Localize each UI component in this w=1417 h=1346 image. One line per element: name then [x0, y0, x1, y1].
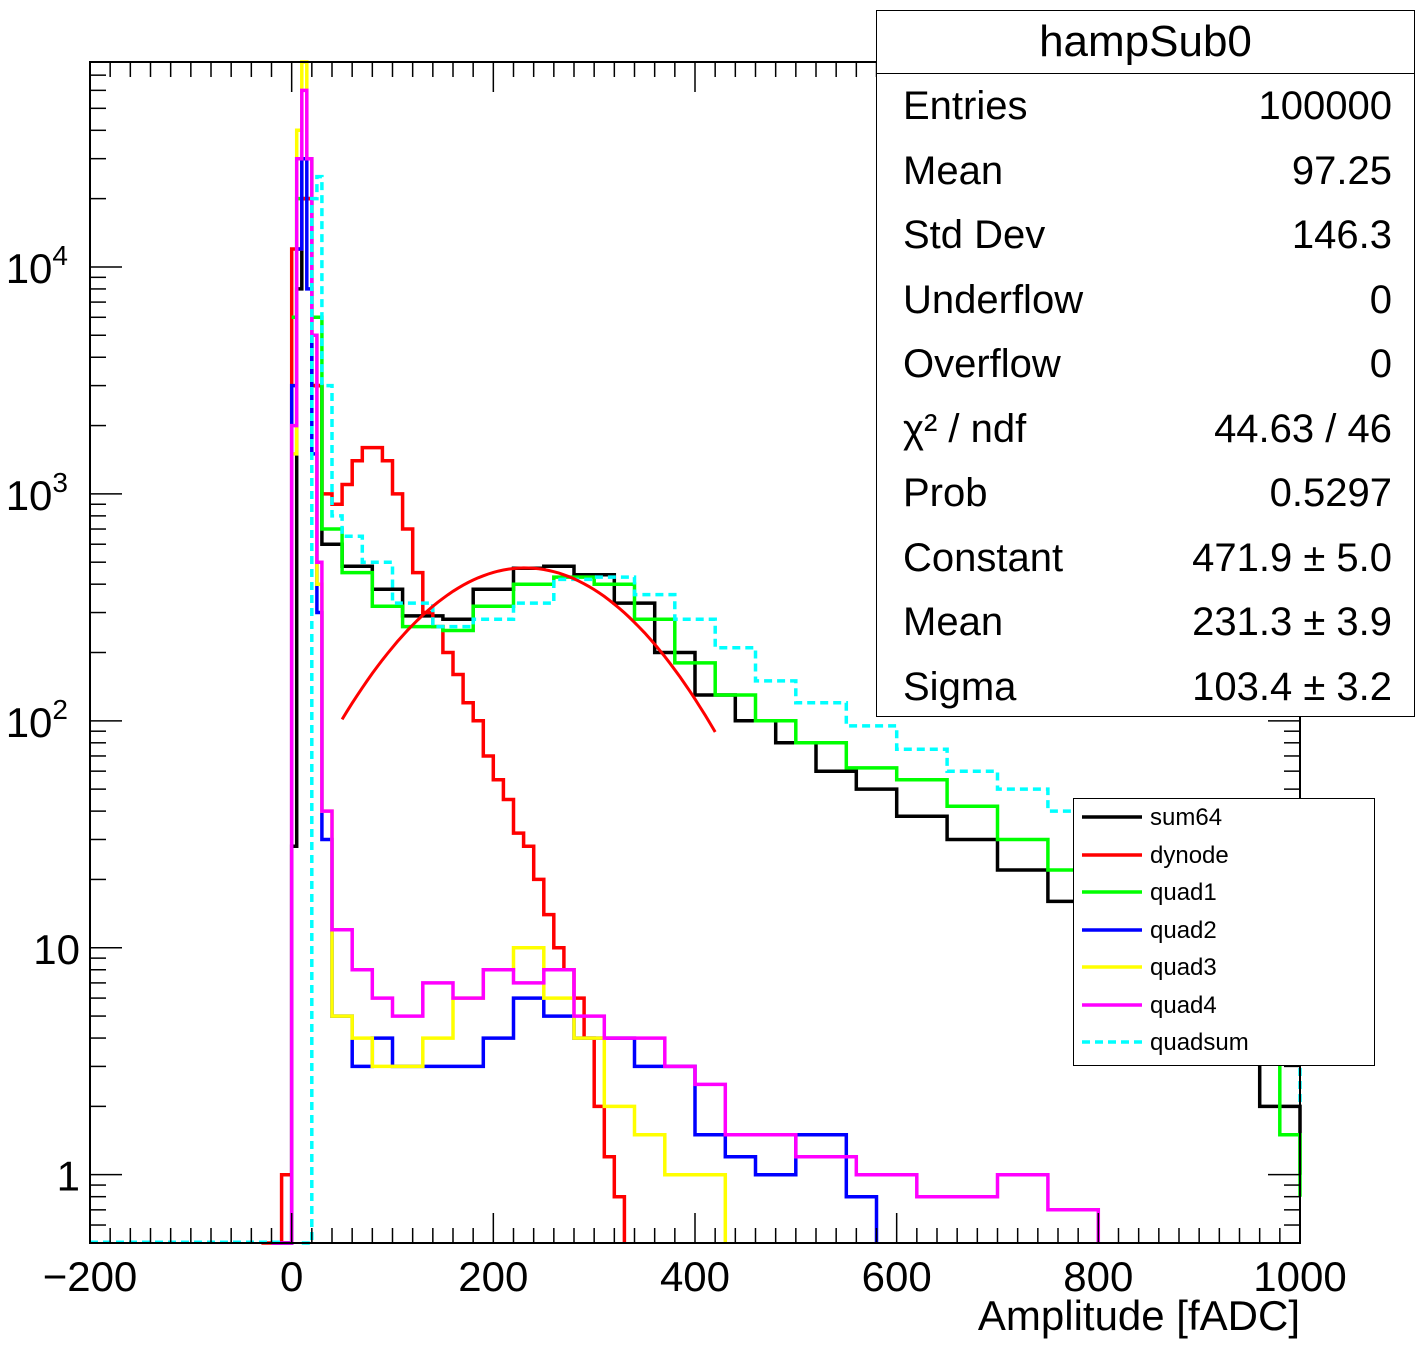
stats-value: 100000: [1258, 84, 1392, 128]
y-tick-label: 104: [6, 240, 68, 292]
legend-swatch: [1082, 927, 1142, 932]
x-axis-label: Amplitude [fADC]: [978, 1292, 1300, 1339]
stats-label: Prob: [903, 471, 988, 515]
legend-label: quad1: [1150, 879, 1217, 906]
stats-value: 0: [1369, 342, 1392, 386]
legend-label: quad2: [1150, 916, 1217, 944]
y-tick-label: 103: [6, 467, 68, 519]
stats-value: 44.63 / 46: [1214, 406, 1392, 451]
legend-swatch: [1082, 965, 1142, 969]
stats-label: Constant: [903, 535, 1064, 580]
series-quad2: [271, 156, 879, 1245]
x-tick-label: 800: [1063, 1253, 1133, 1300]
y-tick-label: 1: [57, 1153, 80, 1200]
stats-rows: Entries 100000 Mean 97.25 Std Dev 146.3 Underf…: [877, 74, 1414, 719]
legend-label: quadsum: [1150, 1029, 1249, 1056]
stats-label: Sigma: [903, 664, 1017, 709]
y-tick-label: 102: [6, 694, 68, 746]
stats-value: 471.9 ± 5.0: [1192, 535, 1392, 580]
legend-label: quad3: [1150, 954, 1217, 981]
stats-row: Std Dev 146.3: [877, 203, 1414, 268]
legend-item-quad4: quad4: [1074, 987, 1374, 1025]
stats-row: χ² / ndf 44.63 / 46: [877, 397, 1414, 462]
series-quad4: [271, 88, 1101, 1245]
x-tick-label: 0: [280, 1253, 303, 1300]
legend-swatch: [1082, 1040, 1142, 1044]
stats-row: Sigma 103.4 ± 3.2: [877, 655, 1414, 720]
stats-value: 146.3: [1291, 213, 1392, 257]
legend-label: sum64: [1150, 804, 1223, 831]
legend-item-quad2: quad2: [1074, 912, 1374, 950]
x-tick-label: −200: [43, 1253, 138, 1300]
stats-label: Entries: [903, 84, 1028, 128]
legend: sum64 dynode quad1 quad2 quad3 quad4 quadsum: [1073, 798, 1375, 1066]
legend-item-sum64: sum64: [1074, 799, 1374, 837]
stats-label: Overflow: [903, 342, 1061, 386]
legend-items: sum64 dynode quad1 quad2 quad3 quad4 quadsum: [1074, 799, 1374, 1062]
legend-swatch: [1082, 852, 1142, 857]
legend-item-quad1: quad1: [1074, 874, 1374, 912]
stats-row: Mean 97.25: [877, 139, 1414, 204]
stats-value: 0.5297: [1269, 471, 1392, 515]
stats-value: 97.25: [1291, 148, 1392, 193]
x-tick-label: 200: [458, 1253, 528, 1300]
stats-row: Overflow 0: [877, 332, 1414, 397]
stats-row: Prob 0.5297: [877, 461, 1414, 526]
legend-swatch: [1082, 890, 1142, 894]
stats-value: 103.4 ± 3.2: [1192, 664, 1392, 709]
stats-title: hampSub0: [877, 11, 1414, 74]
legend-label: dynode: [1150, 841, 1229, 869]
legend-item-quadsum: quadsum: [1074, 1024, 1374, 1062]
stats-label: Mean: [903, 600, 1004, 644]
legend-item-quad3: quad3: [1074, 949, 1374, 987]
x-tick-label: 1000: [1253, 1253, 1346, 1300]
stats-box: hampSub0 Entries 100000 Mean 97.25 Std Dev 14…: [876, 10, 1415, 717]
legend-item-dynode: dynode: [1074, 837, 1374, 875]
legend-swatch: [1082, 1002, 1142, 1007]
stats-row: Underflow 0: [877, 268, 1414, 333]
tick-layer: −200 0 200 400 600 800 1000 1 10 102 103 104: [6, 61, 1347, 1300]
stats-row: Mean 231.3 ± 3.9: [877, 590, 1414, 655]
legend-label: quad4: [1150, 991, 1217, 1019]
stats-label: Underflow: [903, 277, 1084, 322]
stats-label: Std Dev: [903, 213, 1046, 257]
x-tick-label: 600: [862, 1253, 932, 1300]
stats-label: Mean: [903, 148, 1004, 193]
y-tick-label: 10: [33, 926, 80, 973]
stats-value: 231.3 ± 3.9: [1192, 600, 1392, 644]
series-fit: [340, 566, 717, 733]
stats-value: 0: [1369, 277, 1392, 322]
x-tick-label: 400: [660, 1253, 730, 1300]
stats-row: Constant 471.9 ± 5.0: [877, 526, 1414, 591]
legend-swatch: [1082, 815, 1142, 819]
stats-row: Entries 100000: [877, 74, 1414, 139]
stats-label: χ² / ndf: [903, 406, 1027, 451]
